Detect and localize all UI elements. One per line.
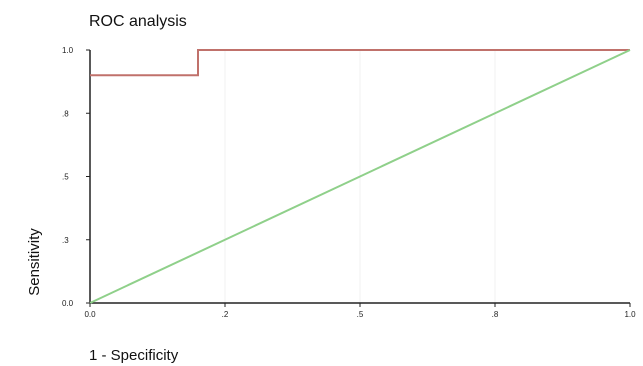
y-tick-label: .8 xyxy=(62,109,69,118)
x-tick-label: .8 xyxy=(492,310,499,319)
plot-area: 0.0 .2 .5 .8 1.0 0.0 .3 .5 .8 1.0 xyxy=(62,46,636,319)
y-tick-label: .3 xyxy=(62,236,69,245)
y-axis-label: Sensitivity xyxy=(26,228,43,296)
series-line-0 xyxy=(90,49,630,77)
series-line-1 xyxy=(89,49,631,304)
x-tick-label: 1.0 xyxy=(624,310,636,319)
y-tick-label: .5 xyxy=(62,173,69,182)
x-axis-label: 1 - Specificity xyxy=(89,347,179,364)
x-tick-label: 0.0 xyxy=(84,310,96,319)
y-tick-label: 0.0 xyxy=(62,299,74,308)
x-tick-label: .5 xyxy=(357,310,364,319)
x-tick-label: .2 xyxy=(222,310,229,319)
y-tick-label: 1.0 xyxy=(62,46,74,55)
chart-title: ROC analysis xyxy=(89,13,187,30)
